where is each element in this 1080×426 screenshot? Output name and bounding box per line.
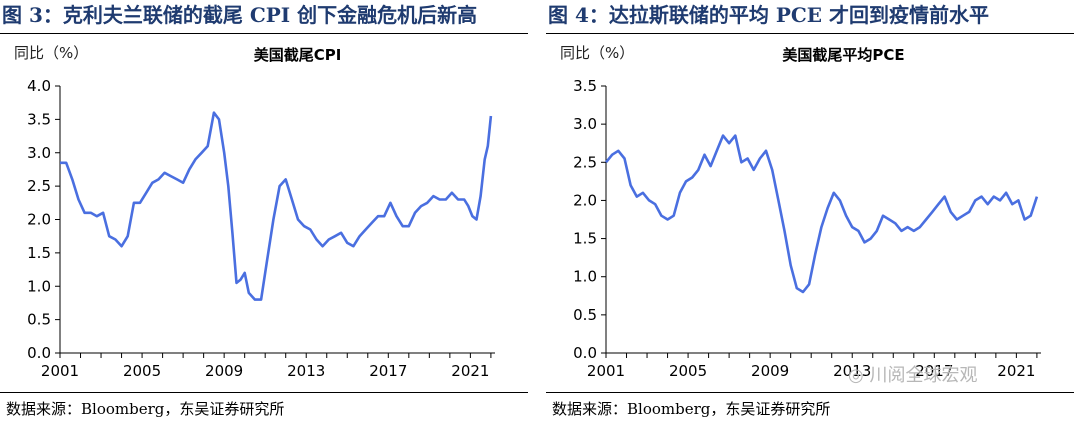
y-tick-label: 3.5 — [573, 77, 597, 95]
y-tick-label: 4.0 — [27, 77, 51, 95]
y-tick-label: 2.5 — [27, 177, 51, 195]
watermark-text: 川阅全球宏观 — [869, 365, 978, 386]
figure-4-chart: 同比（%） 美国截尾平均PCE 0.0 0.5 1.0 1.5 2.0 2.5 3.0 3.5 20… — [560, 44, 1041, 380]
figure-3-chart: 同比（%） 美国截尾CPI 0.0 0.5 1.0 1.5 2.0 2.5 3.0 3.5 4.0 2… — [14, 44, 495, 380]
y-tick-label: 1.5 — [27, 244, 51, 262]
y-tick-label: 1.0 — [573, 268, 597, 286]
figure-4-bottom-rule — [546, 392, 1074, 393]
x-tick-label: 2001 — [587, 362, 625, 380]
figure-3-top-rule — [0, 33, 528, 34]
x-tick-label: 2009 — [751, 362, 789, 380]
wechat-icon: ◎ — [848, 365, 864, 386]
y-tick-label: 3.5 — [27, 110, 51, 128]
y-tick-label: 2.0 — [573, 191, 597, 209]
figure-4-top-rule — [546, 33, 1074, 34]
y-tick-label: 0.5 — [27, 311, 51, 329]
x-tick-label: 2021 — [451, 362, 489, 380]
x-tick-label: 2001 — [41, 362, 79, 380]
figure-3-source: 数据来源：Bloomberg，东吴证券研究所 — [6, 400, 285, 418]
figure-4-panel: 图 4：达拉斯联储的平均 PCE 才回到疫情前水平 同比（%） 美国截尾平均PCE… — [546, 0, 1076, 426]
x-tick-label: 2009 — [205, 362, 243, 380]
figure-3-panel: 图 3：克利夫兰联储的截尾 CPI 创下金融危机后新高 同比（%） 美国截尾CPI… — [0, 0, 530, 426]
y-tick-label: 3.0 — [27, 144, 51, 162]
series-line-0 — [604, 134, 1039, 294]
y-tick-label: 3.0 — [573, 115, 597, 133]
y-tick-label: 1.5 — [573, 230, 597, 248]
x-tick-label: 2005 — [669, 362, 707, 380]
figure-4-title: 图 4：达拉斯联储的平均 PCE 才回到疫情前水平 — [548, 3, 990, 27]
y-unit-label: 同比（%） — [560, 44, 634, 62]
x-tick-label: 2017 — [915, 362, 953, 380]
x-tick-label: 2021 — [997, 362, 1035, 380]
x-tick-label: 2005 — [123, 362, 161, 380]
x-tick-label: 2013 — [833, 362, 871, 380]
x-tick-label: 2017 — [369, 362, 407, 380]
x-tick-label: 2013 — [287, 362, 325, 380]
y-tick-label: 0.0 — [27, 344, 51, 362]
figure-3-bottom-rule — [0, 392, 528, 393]
watermark: ◎ 川阅全球宏观 — [848, 361, 977, 387]
y-tick-label: 0.5 — [573, 306, 597, 324]
y-tick-label: 0.0 — [573, 344, 597, 362]
chart-title: 美国截尾CPI — [254, 46, 342, 64]
series-line-0 — [60, 111, 493, 301]
y-tick-label: 1.0 — [27, 277, 51, 295]
y-tick-label: 2.5 — [573, 153, 597, 171]
y-tick-label: 2.0 — [27, 211, 51, 229]
figure-4-source: 数据来源：Bloomberg，东吴证券研究所 — [552, 400, 831, 418]
y-unit-label: 同比（%） — [14, 44, 88, 62]
figure-3-title: 图 3：克利夫兰联储的截尾 CPI 创下金融危机后新高 — [2, 3, 478, 27]
chart-title: 美国截尾平均PCE — [782, 46, 904, 64]
